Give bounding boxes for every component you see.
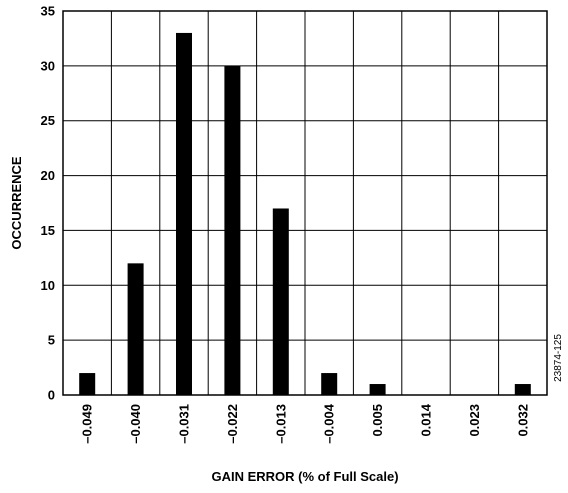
- y-tick-label: 5: [48, 333, 55, 348]
- bar: [79, 373, 96, 395]
- bar: [224, 65, 241, 395]
- y-tick-label: 0: [48, 388, 55, 403]
- x-tick-label: 0.014: [419, 403, 434, 436]
- bar: [176, 32, 192, 395]
- y-tick-label: 20: [41, 168, 55, 183]
- bar: [369, 384, 386, 395]
- y-tick-label: 35: [41, 4, 55, 19]
- y-tick-labels: 0 5 10 15 20 25 30 35: [41, 4, 55, 403]
- x-tick-label: 0.005: [370, 404, 385, 437]
- bar: [321, 373, 338, 395]
- plot-frame: [62, 10, 548, 396]
- y-tick-label: 15: [41, 223, 55, 238]
- y-axis-label: OCCURRENCE: [9, 156, 24, 250]
- grid-lines: [63, 11, 547, 395]
- x-tick-label: –0.022: [225, 404, 240, 444]
- x-tick-label: –0.049: [80, 404, 95, 444]
- bar: [127, 263, 144, 395]
- x-tick-label: –0.013: [273, 404, 288, 444]
- x-tick-label: 0.032: [515, 404, 530, 437]
- bar: [272, 208, 289, 395]
- x-tick-labels: –0.049 –0.040 –0.031 –0.022 –0.013 –0.004 0.00…: [80, 403, 531, 444]
- x-tick-label: 0.023: [467, 404, 482, 437]
- y-tick-label: 10: [41, 278, 55, 293]
- y-tick-label: 30: [41, 58, 55, 73]
- x-axis-label: GAIN ERROR (% of Full Scale): [211, 469, 398, 484]
- x-tick-label: –0.040: [128, 404, 143, 444]
- x-tick-label: –0.004: [322, 403, 337, 444]
- figure-id: 23874-125: [553, 334, 564, 382]
- y-tick-label: 25: [41, 113, 55, 128]
- x-tick-label: –0.031: [177, 404, 192, 444]
- bars: [79, 32, 531, 395]
- bar: [514, 384, 531, 395]
